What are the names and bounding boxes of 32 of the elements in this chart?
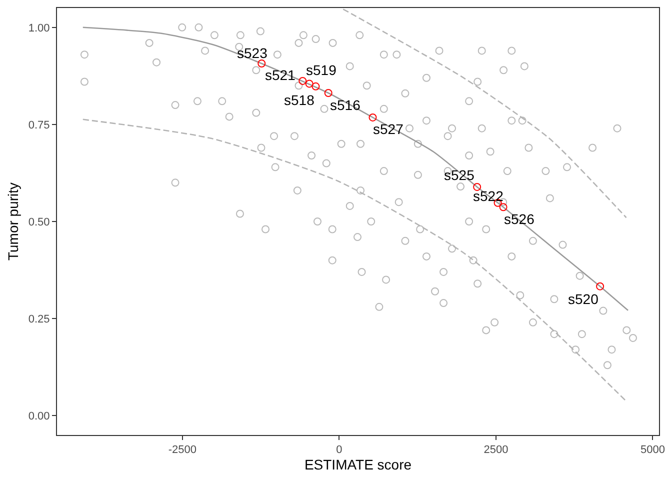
annotation: s523 xyxy=(237,45,268,61)
point xyxy=(305,80,314,88)
point xyxy=(473,182,482,191)
x-tick-label: 5000 xyxy=(640,444,665,456)
point xyxy=(312,82,320,90)
y-axis-title: Tumor purity xyxy=(4,182,21,261)
annotation: s522 xyxy=(473,188,504,204)
annotation: s526 xyxy=(504,211,535,227)
annotation: s516 xyxy=(330,97,361,113)
annotation: s525 xyxy=(444,167,475,183)
y-tick-label: 1.00 xyxy=(28,22,50,34)
point xyxy=(499,203,508,212)
x-tick-label: 2500 xyxy=(484,444,508,456)
line-series xyxy=(82,26,629,312)
annotation: s520 xyxy=(568,291,599,307)
point xyxy=(298,76,307,85)
point xyxy=(258,60,266,68)
x-axis-title: ESTIMATE score xyxy=(304,456,412,472)
point xyxy=(324,89,332,98)
annotation: s521 xyxy=(265,67,296,83)
line-series xyxy=(82,118,627,402)
y-tick-label: 0.00 xyxy=(28,410,50,422)
point xyxy=(368,113,377,122)
x-tick-label: 0 xyxy=(336,444,342,456)
x-tick-label: -2500 xyxy=(168,444,196,456)
annotation: s518 xyxy=(284,92,315,108)
y-tick-label: 0.75 xyxy=(28,119,50,132)
annotation: s527 xyxy=(373,121,404,137)
y-tick-label: 0.50 xyxy=(28,216,50,228)
point xyxy=(596,282,604,290)
annotation: s519 xyxy=(306,62,337,78)
y-tick-label: 0.25 xyxy=(28,313,50,326)
